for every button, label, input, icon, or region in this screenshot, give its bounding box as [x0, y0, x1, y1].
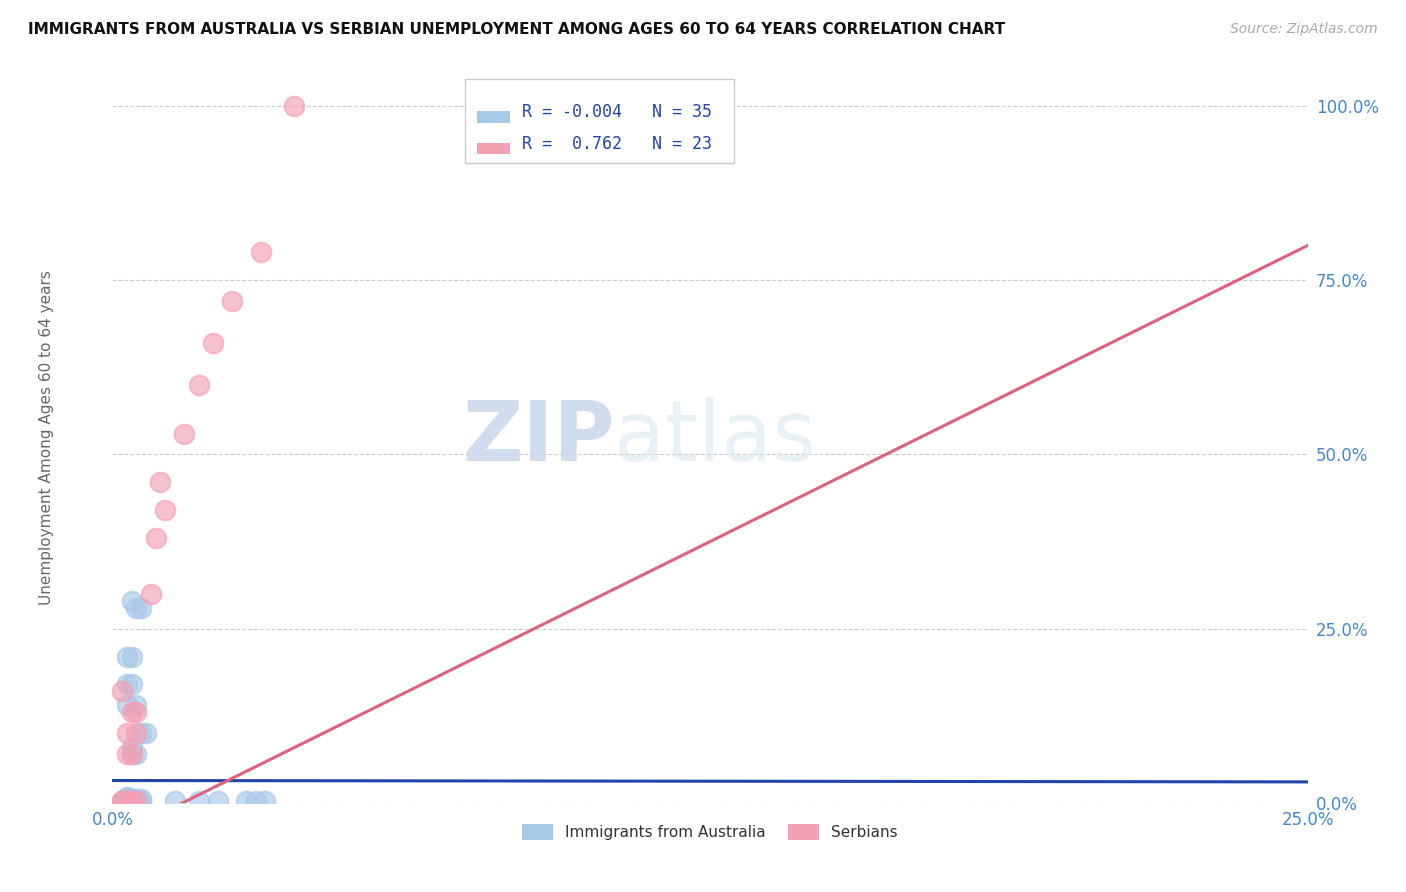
Point [139, 587, 162, 601]
Point [125, 726, 148, 740]
Point [153, 503, 176, 517]
Point [283, 99, 305, 113]
Point [173, 426, 195, 441]
FancyBboxPatch shape [477, 112, 510, 122]
Point [254, 794, 277, 808]
FancyBboxPatch shape [465, 78, 734, 163]
Text: ZIP: ZIP [463, 397, 614, 477]
Point [121, 747, 143, 761]
Point [125, 792, 148, 806]
Point [125, 747, 148, 761]
Point [121, 649, 143, 664]
Point [111, 794, 134, 808]
Point [115, 791, 138, 805]
Point [121, 747, 143, 761]
Point [121, 740, 143, 755]
Point [187, 377, 209, 392]
Point [121, 791, 143, 805]
Point [115, 794, 138, 808]
Point [221, 294, 243, 309]
Point [125, 698, 148, 713]
Legend: Immigrants from Australia, Serbians: Immigrants from Australia, Serbians [516, 818, 904, 847]
Point [115, 792, 138, 806]
Point [121, 794, 143, 808]
Point [125, 600, 148, 615]
Point [135, 726, 157, 740]
Point [115, 794, 138, 808]
Point [187, 794, 209, 808]
Point [115, 790, 138, 805]
Point [145, 531, 167, 545]
Point [111, 794, 134, 808]
Point [115, 677, 138, 691]
Text: IMMIGRANTS FROM AUSTRALIA VS SERBIAN UNEMPLOYMENT AMONG AGES 60 TO 64 YEARS CORR: IMMIGRANTS FROM AUSTRALIA VS SERBIAN UNE… [28, 22, 1005, 37]
Text: R =  0.762   N = 23: R = 0.762 N = 23 [523, 135, 713, 153]
Point [121, 794, 143, 808]
Point [121, 792, 143, 806]
Point [201, 336, 224, 351]
Point [245, 794, 267, 808]
Point [125, 791, 148, 805]
Point [121, 705, 143, 719]
Point [111, 684, 134, 698]
Point [115, 747, 138, 761]
Point [111, 794, 134, 808]
Point [235, 794, 257, 808]
Point [115, 726, 138, 740]
Point [129, 726, 152, 740]
Text: Source: ZipAtlas.com: Source: ZipAtlas.com [1230, 22, 1378, 37]
Text: atlas: atlas [614, 397, 815, 477]
Point [115, 794, 138, 808]
Point [115, 791, 138, 805]
Point [129, 792, 152, 806]
Point [249, 245, 271, 260]
Point [129, 600, 152, 615]
Text: R = -0.004   N = 35: R = -0.004 N = 35 [523, 103, 713, 121]
Point [149, 475, 172, 490]
FancyBboxPatch shape [477, 143, 510, 154]
Point [115, 649, 138, 664]
Point [129, 794, 152, 808]
Point [125, 794, 148, 808]
Point [125, 794, 148, 808]
Point [125, 705, 148, 719]
Point [121, 594, 143, 608]
Point [111, 794, 134, 808]
Point [121, 677, 143, 691]
Point [163, 794, 186, 808]
Text: Unemployment Among Ages 60 to 64 years: Unemployment Among Ages 60 to 64 years [39, 269, 55, 605]
Point [115, 698, 138, 713]
Point [207, 794, 229, 808]
